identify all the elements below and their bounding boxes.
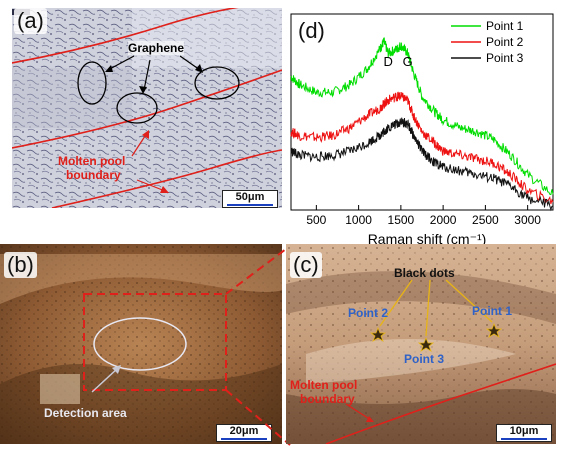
graphene-label: Graphene [128, 41, 185, 55]
legend-label-point-3: Point 3 [486, 51, 524, 65]
graphene-ellipse [77, 61, 107, 105]
panel-a-label: (a) [14, 8, 47, 34]
panel-a-image [12, 8, 282, 208]
graphene-ellipse [116, 92, 158, 124]
x-tick-label: 2500 [472, 213, 499, 227]
scale-bar-c: 10μm [496, 424, 552, 442]
legend-label-point-1: Point 1 [486, 19, 524, 33]
series-layer [290, 37, 554, 212]
point-2-label: Point 2 [348, 306, 389, 320]
plot-frame [290, 13, 554, 211]
x-tick-label: 1000 [345, 213, 372, 227]
series-line-point-3 [290, 117, 554, 212]
series-line-point-2 [290, 91, 554, 205]
scale-bar-b: 20μm [216, 424, 272, 442]
panel-b-micrograph: (b) Detection area 20μm [0, 244, 282, 444]
detection-ellipse [93, 317, 187, 371]
peak-label-d: D [383, 54, 392, 69]
point-3-label: Point 3 [404, 352, 445, 366]
boundary-label-a: Molten pool boundary [58, 154, 126, 182]
series-line-point-1 [290, 37, 554, 196]
x-axis-label: Raman shift (cm⁻¹) [368, 231, 487, 247]
zoom-connector [225, 245, 291, 446]
detection-box [83, 293, 227, 391]
panel-b-label: (b) [4, 252, 37, 278]
graphene-ellipse [194, 66, 240, 100]
boundary-line [12, 69, 282, 149]
x-tick-label: 1500 [388, 213, 415, 227]
scale-bar-a: 50μm [222, 190, 278, 208]
panel-b-image [0, 244, 282, 444]
x-tick-label: 2000 [430, 213, 457, 227]
panel-c-micrograph: (c) Black dots Point 2 Point 3 Point 1 M… [286, 244, 556, 444]
legend: Point 1 Point 2 Point 3 [451, 19, 524, 65]
panel-c-label: (c) [290, 252, 322, 278]
point-1-marker [485, 322, 503, 338]
panel-a-micrograph: (a) Graphene Molten pool boundary 50μm [12, 8, 282, 208]
detection-area-label: Detection area [44, 406, 127, 420]
boundary-line [325, 363, 556, 444]
boundary-line [12, 8, 239, 64]
boundary-label-c: Molten pool boundary [290, 378, 358, 406]
peak-label-g: G [403, 54, 413, 69]
point-3-marker [417, 336, 435, 352]
x-tick-label: 500 [306, 213, 326, 227]
black-dots-label: Black dots [394, 266, 455, 280]
tick-layer: 500 1000 1500 2000 2500 3000 [306, 205, 541, 227]
boundary-line [51, 149, 282, 208]
legend-label-point-2: Point 2 [486, 35, 524, 49]
x-tick-label: 3000 [514, 213, 541, 227]
panel-d-label: (d) [298, 18, 325, 43]
point-2-marker [369, 326, 387, 342]
point-1-label: Point 1 [472, 304, 513, 318]
panel-c-image [286, 244, 556, 444]
